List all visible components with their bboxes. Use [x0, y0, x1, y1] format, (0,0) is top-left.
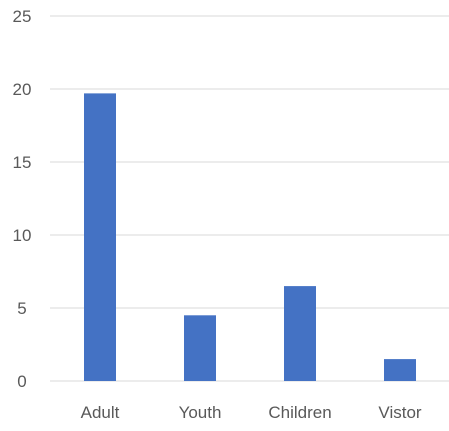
x-tick-label: Adult [81, 403, 120, 422]
gridlines [50, 15, 449, 382]
x-tick-label: Vistor [378, 403, 421, 422]
y-tick-label: 25 [13, 7, 32, 26]
x-axis-ticks: Adult Youth Children Vistor [81, 403, 422, 422]
bar-youth [184, 315, 216, 381]
x-tick-label: Children [268, 403, 331, 422]
y-tick-label: 0 [17, 372, 26, 391]
y-tick-label: 20 [13, 80, 32, 99]
bar-vistor [384, 359, 416, 381]
y-axis-ticks: 0 5 10 15 20 25 [13, 7, 32, 391]
y-tick-label: 5 [17, 299, 26, 318]
bars [84, 93, 416, 381]
bar-children [284, 286, 316, 381]
y-tick-label: 15 [13, 153, 32, 172]
bar-adult [84, 93, 116, 381]
x-tick-label: Youth [179, 403, 222, 422]
y-tick-label: 10 [13, 226, 32, 245]
